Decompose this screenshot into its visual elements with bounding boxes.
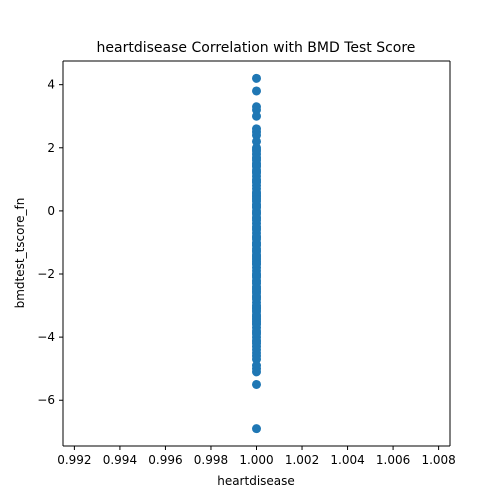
y-axis-ticks: 4 2 0 −2 −4 −6 (37, 78, 63, 408)
data-point (252, 112, 261, 121)
data-point (252, 86, 261, 95)
data-points (252, 74, 261, 433)
data-point (252, 74, 261, 83)
x-axis-label: heartdisease (217, 474, 295, 488)
data-point (252, 284, 261, 293)
data-point (252, 233, 261, 242)
data-point (252, 145, 261, 154)
y-tick-label: −6 (37, 393, 55, 407)
data-point (252, 176, 261, 185)
y-tick-label: 4 (47, 78, 55, 92)
data-point (252, 167, 261, 176)
x-tick-label: 1.008 (421, 453, 455, 467)
data-point (252, 154, 261, 163)
data-point (252, 224, 261, 233)
data-point (252, 252, 261, 261)
x-tick-label: 1.002 (285, 453, 319, 467)
x-tick-label: 1.000 (239, 453, 273, 467)
x-tick-label: 1.006 (376, 453, 410, 467)
data-point (252, 214, 261, 223)
data-point (252, 312, 261, 321)
y-tick-label: −2 (37, 267, 55, 281)
y-tick-label: 2 (47, 141, 55, 155)
data-point (252, 195, 261, 204)
x-tick-label: 0.998 (194, 453, 228, 467)
x-tick-label: 1.004 (330, 453, 364, 467)
y-tick-label: 0 (47, 204, 55, 218)
x-tick-label: 0.992 (57, 453, 91, 467)
data-point (252, 328, 261, 337)
x-axis-ticks: 0.992 0.994 0.996 0.998 1.000 1.002 1.004 1.006… (57, 446, 456, 467)
data-point (252, 424, 261, 433)
data-point (252, 293, 261, 302)
data-point (252, 367, 261, 376)
x-tick-label: 0.996 (148, 453, 182, 467)
chart-title: heartdisease Correlation with BMD Test S… (97, 40, 416, 56)
y-axis-label: bmdtest_tscore_fn (13, 198, 27, 309)
y-tick-label: −4 (37, 330, 55, 344)
data-point (252, 380, 261, 389)
data-point (252, 337, 261, 346)
x-tick-label: 0.994 (103, 453, 137, 467)
